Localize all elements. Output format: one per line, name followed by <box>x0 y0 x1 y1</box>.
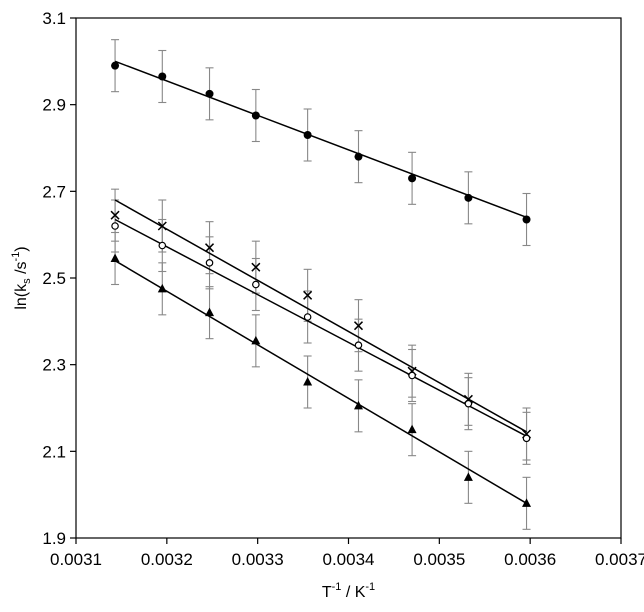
y-axis-label: ln(ks /s-1) <box>10 246 33 309</box>
data-point-open-circle <box>408 371 416 380</box>
y-tick-label: 2.1 <box>42 442 66 461</box>
data-point-open-circle <box>252 280 260 289</box>
fit-line <box>114 199 527 433</box>
error-bars <box>111 39 531 530</box>
x-tick-label: 0.0036 <box>504 550 556 569</box>
data-point-filled-triangle <box>353 400 363 410</box>
data-point-filled-circle <box>408 174 417 183</box>
data-point-cross <box>251 262 261 272</box>
data-point-filled-triangle <box>110 253 120 262</box>
data-point-filled-circle <box>158 72 167 81</box>
y-tick-label: 2.9 <box>42 96 66 115</box>
fit-lines <box>114 60 527 504</box>
data-point-filled-triangle <box>157 283 167 293</box>
data-point-cross <box>353 321 364 331</box>
y-tick-label: 2.7 <box>42 182 66 201</box>
x-tick-label: 0.0034 <box>323 550 375 569</box>
fit-line <box>114 60 527 219</box>
data-point-filled-triangle <box>463 472 473 481</box>
data-point-cross <box>303 290 313 300</box>
data-point-open-circle <box>522 434 531 443</box>
data-point-filled-circle <box>354 152 363 161</box>
data-point-open-circle <box>464 399 473 408</box>
data-point-filled-triangle <box>251 335 261 345</box>
data-point-filled-triangle <box>522 498 532 507</box>
y-axis-ticks: 1.9 2.1 2.3 2.5 2.7 2.9 3.1 <box>42 9 76 548</box>
y-tick-label: 3.1 <box>42 9 66 28</box>
x-axis-label: T-1 / K-1 <box>322 581 375 601</box>
plot-area <box>75 17 622 539</box>
data-point-filled-triangle <box>303 377 313 386</box>
x-tick-label: 0.0032 <box>141 550 193 569</box>
y-tick-label: 2.5 <box>42 269 66 288</box>
data-point-cross <box>110 210 120 220</box>
data-point-filled-circle <box>205 89 214 98</box>
data-point-open-circle <box>158 241 167 250</box>
data-point-cross <box>204 243 215 253</box>
y-tick-label: 2.3 <box>42 356 66 375</box>
x-tick-label: 0.0033 <box>232 550 284 569</box>
data-point-filled-triangle <box>407 424 417 434</box>
data-point-open-circle <box>205 259 214 267</box>
data-point-filled-circle <box>251 111 260 120</box>
data-point-open-circle <box>111 222 119 230</box>
data-point-filled-circle <box>303 131 312 139</box>
fit-line <box>114 260 527 504</box>
x-tick-label: 0.0035 <box>413 550 465 569</box>
data-markers <box>110 61 532 507</box>
x-tick-label: 0.0037 <box>595 550 644 569</box>
y-tick-label: 1.9 <box>42 529 66 548</box>
data-point-open-circle <box>354 341 363 349</box>
x-axis-ticks: 0.0031 0.0032 0.0033 0.0034 0.0035 0.0036 0.00… <box>50 538 644 569</box>
data-point-filled-circle <box>522 215 531 224</box>
data-point-filled-triangle <box>205 307 215 317</box>
data-point-cross <box>157 221 167 231</box>
fit-line <box>114 218 527 437</box>
data-point-filled-circle <box>111 61 120 70</box>
data-point-filled-circle <box>464 193 473 202</box>
x-tick-label: 0.0031 <box>50 550 102 569</box>
data-point-open-circle <box>303 313 312 321</box>
